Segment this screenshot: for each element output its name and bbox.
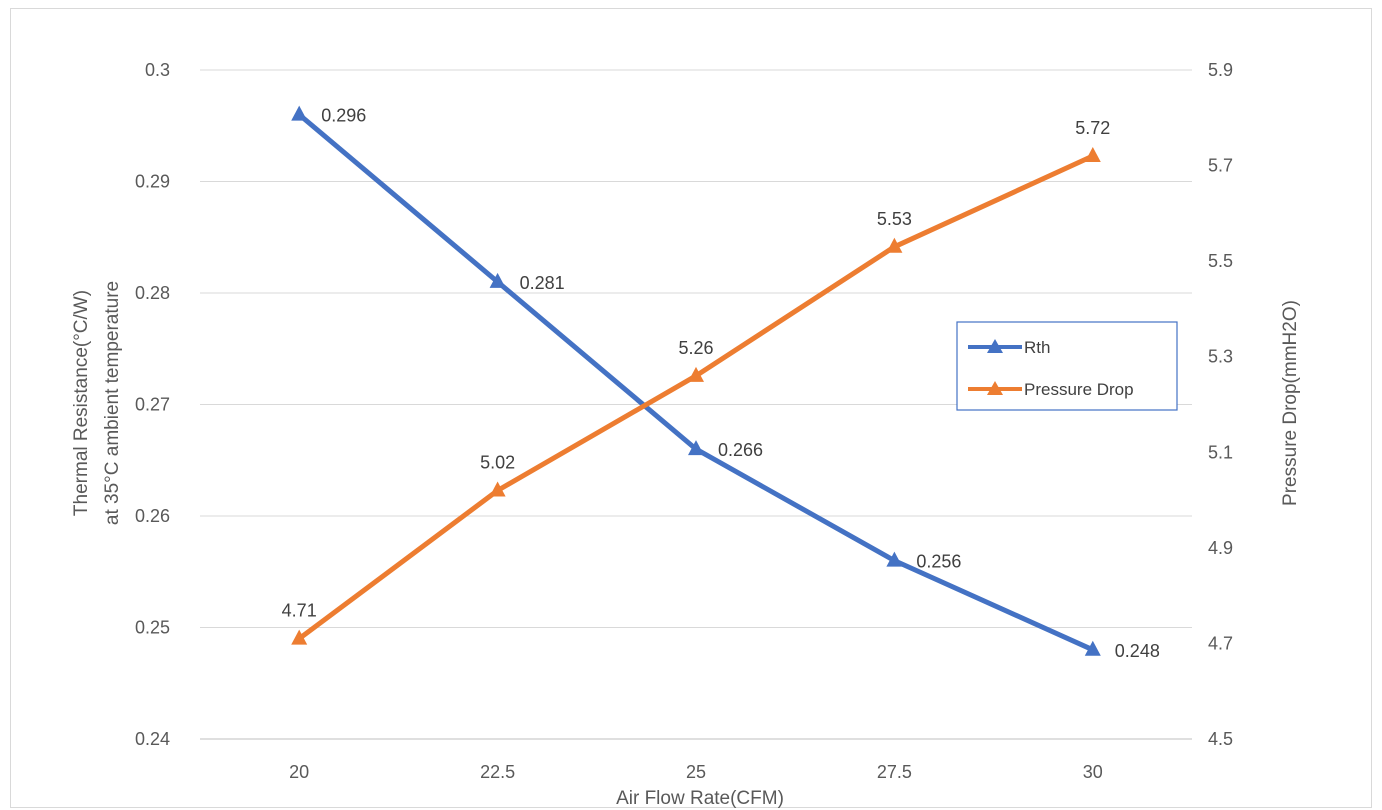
right-y-tick-label: 5.5 bbox=[1208, 251, 1233, 271]
legend: Rth Pressure Drop bbox=[956, 321, 1178, 411]
left-y-tick-label: 0.24 bbox=[135, 729, 170, 749]
right-y-tick-label: 5.1 bbox=[1208, 442, 1233, 462]
x-tick-label: 25 bbox=[686, 762, 706, 782]
x-tick-label: 22.5 bbox=[480, 762, 515, 782]
legend-rth-label: Rth bbox=[1024, 338, 1050, 357]
legend-rth-marker bbox=[987, 339, 1003, 353]
x-tick-label: 20 bbox=[289, 762, 309, 782]
rth-marker bbox=[291, 105, 308, 121]
pressure-drop-marker bbox=[291, 629, 308, 645]
pressure-drop-data-label: 5.53 bbox=[877, 209, 912, 229]
rth-data-label: 0.296 bbox=[321, 106, 366, 126]
pressure-drop-marker bbox=[688, 366, 704, 382]
rth-data-label: 0.248 bbox=[1115, 641, 1160, 661]
pressure-drop-data-label: 5.72 bbox=[1075, 118, 1110, 138]
series-layer: 0.296 0.281 0.266 0.256 0.248 4.71 5.02 5.26 5.5… bbox=[282, 105, 1160, 661]
right-y-tick-label: 4.7 bbox=[1208, 633, 1233, 653]
pressure-drop-data-label: 5.02 bbox=[480, 453, 515, 473]
legend-pressure-label: Pressure Drop bbox=[1024, 380, 1134, 399]
pressure-drop-data-label: 4.71 bbox=[282, 601, 317, 621]
right-y-tick-label: 5.3 bbox=[1208, 347, 1233, 367]
right-y-tick-label: 4.5 bbox=[1208, 729, 1233, 749]
rth-data-label: 0.281 bbox=[520, 273, 565, 293]
left-y-tick-label: 0.27 bbox=[135, 395, 170, 415]
left-y-tick-label: 0.29 bbox=[135, 172, 170, 192]
left-y-axis-title-line2: at 35°C ambient temperature bbox=[102, 281, 123, 525]
legend-pressure-marker bbox=[987, 381, 1003, 395]
right-y-tick-label: 5.7 bbox=[1208, 156, 1233, 176]
rth-marker bbox=[489, 272, 506, 288]
x-axis-ticks: 20 22.5 25 27.5 30 bbox=[289, 762, 1103, 782]
left-y-axis-ticks: 0.24 0.25 0.26 0.27 0.28 0.29 0.3 bbox=[135, 60, 170, 749]
left-y-axis-title-line1: Thermal Resistance(°C/W) bbox=[71, 290, 92, 516]
x-tick-label: 30 bbox=[1083, 762, 1103, 782]
right-y-tick-label: 4.9 bbox=[1208, 538, 1233, 558]
x-axis-title: Air Flow Rate(CFM) bbox=[616, 788, 784, 809]
rth-marker bbox=[886, 551, 903, 567]
pressure-drop-marker bbox=[886, 237, 903, 253]
rth-marker bbox=[688, 440, 704, 456]
pressure-drop-data-label: 5.26 bbox=[678, 338, 713, 358]
right-y-tick-label: 5.9 bbox=[1208, 60, 1233, 80]
left-y-tick-label: 0.25 bbox=[135, 618, 170, 638]
pressure-drop-marker bbox=[1084, 147, 1101, 163]
left-y-tick-label: 0.28 bbox=[135, 283, 170, 303]
left-y-tick-label: 0.26 bbox=[135, 506, 170, 526]
right-y-axis-ticks: 4.5 4.7 4.9 5.1 5.3 5.5 5.7 5.9 bbox=[1208, 60, 1233, 749]
x-tick-label: 27.5 bbox=[877, 762, 912, 782]
rth-data-label: 0.266 bbox=[718, 440, 763, 460]
rth-marker bbox=[1084, 640, 1101, 656]
pressure-drop-marker bbox=[489, 481, 506, 497]
rth-data-label: 0.256 bbox=[916, 552, 961, 572]
right-y-axis-title: Pressure Drop(mmH2O) bbox=[1280, 300, 1301, 506]
legend-box bbox=[956, 321, 1178, 411]
chart-frame bbox=[10, 8, 1372, 808]
left-y-tick-label: 0.3 bbox=[145, 60, 170, 80]
